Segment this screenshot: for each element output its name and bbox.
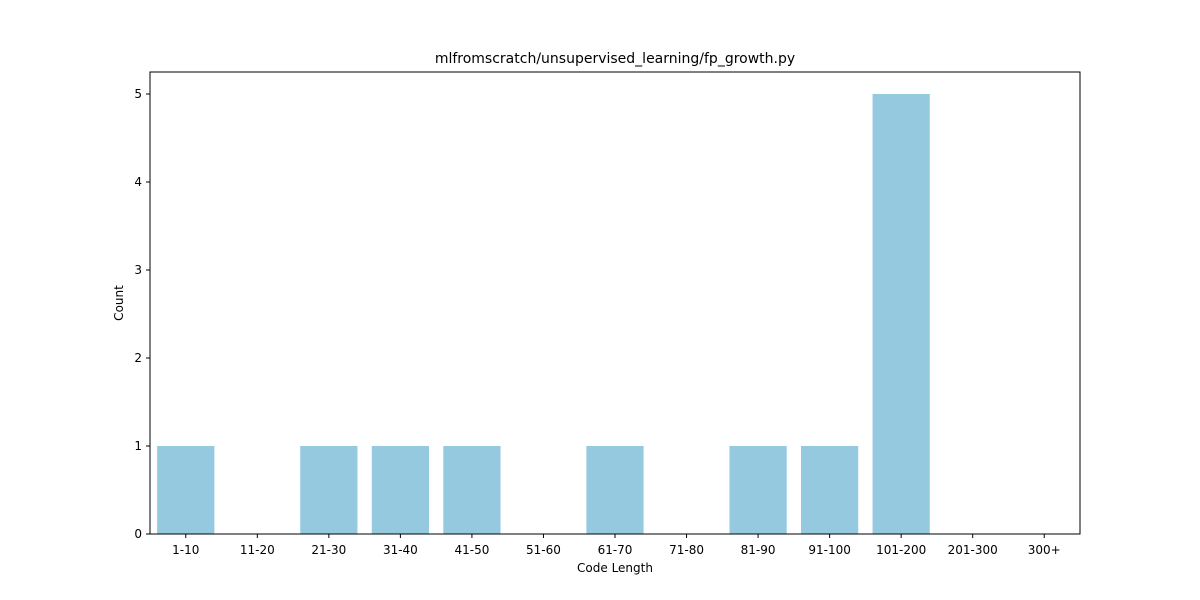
y-tick-label: 5 <box>134 87 142 101</box>
x-tick-label: 91-100 <box>808 543 851 557</box>
y-tick-label: 1 <box>134 439 142 453</box>
bar-21-30 <box>300 446 358 534</box>
bar-91-100 <box>801 446 859 534</box>
x-axis-ticks: 1-10 11-20 21-30 31-40 41-50 51-60 61-70 71-80 8… <box>172 534 1061 557</box>
bar-1-10 <box>157 446 215 534</box>
y-tick-label: 0 <box>134 527 142 541</box>
x-tick-label: 201-300 <box>948 543 998 557</box>
y-tick-label: 4 <box>134 175 142 189</box>
x-tick-label: 61-70 <box>598 543 633 557</box>
x-tick-label: 21-30 <box>311 543 346 557</box>
x-tick-label: 41-50 <box>454 543 489 557</box>
x-tick-label: 81-90 <box>741 543 776 557</box>
plot-frame <box>149 71 1081 535</box>
bar-41-50 <box>443 446 501 534</box>
y-axis-label: Count <box>112 285 126 321</box>
x-tick-label: 11-20 <box>240 543 275 557</box>
x-tick-label: 101-200 <box>876 543 926 557</box>
x-tick-label: 31-40 <box>383 543 418 557</box>
bar-101-200 <box>872 94 930 534</box>
x-tick-label: 71-80 <box>669 543 704 557</box>
bar-61-70 <box>586 446 644 534</box>
y-axis-ticks: 0 1 2 3 4 5 <box>134 87 150 541</box>
bar-81-90 <box>729 446 787 534</box>
x-axis-label: Code Length <box>577 561 653 575</box>
y-tick-label: 2 <box>134 351 142 365</box>
bar-31-40 <box>371 446 429 534</box>
bars-group <box>157 94 930 534</box>
y-tick-label: 3 <box>134 263 142 277</box>
chart-title: mlfromscratch/unsupervised_learning/fp_g… <box>435 51 795 67</box>
x-tick-label: 51-60 <box>526 543 561 557</box>
x-tick-label: 1-10 <box>172 543 199 557</box>
x-tick-label: 300+ <box>1028 543 1061 557</box>
